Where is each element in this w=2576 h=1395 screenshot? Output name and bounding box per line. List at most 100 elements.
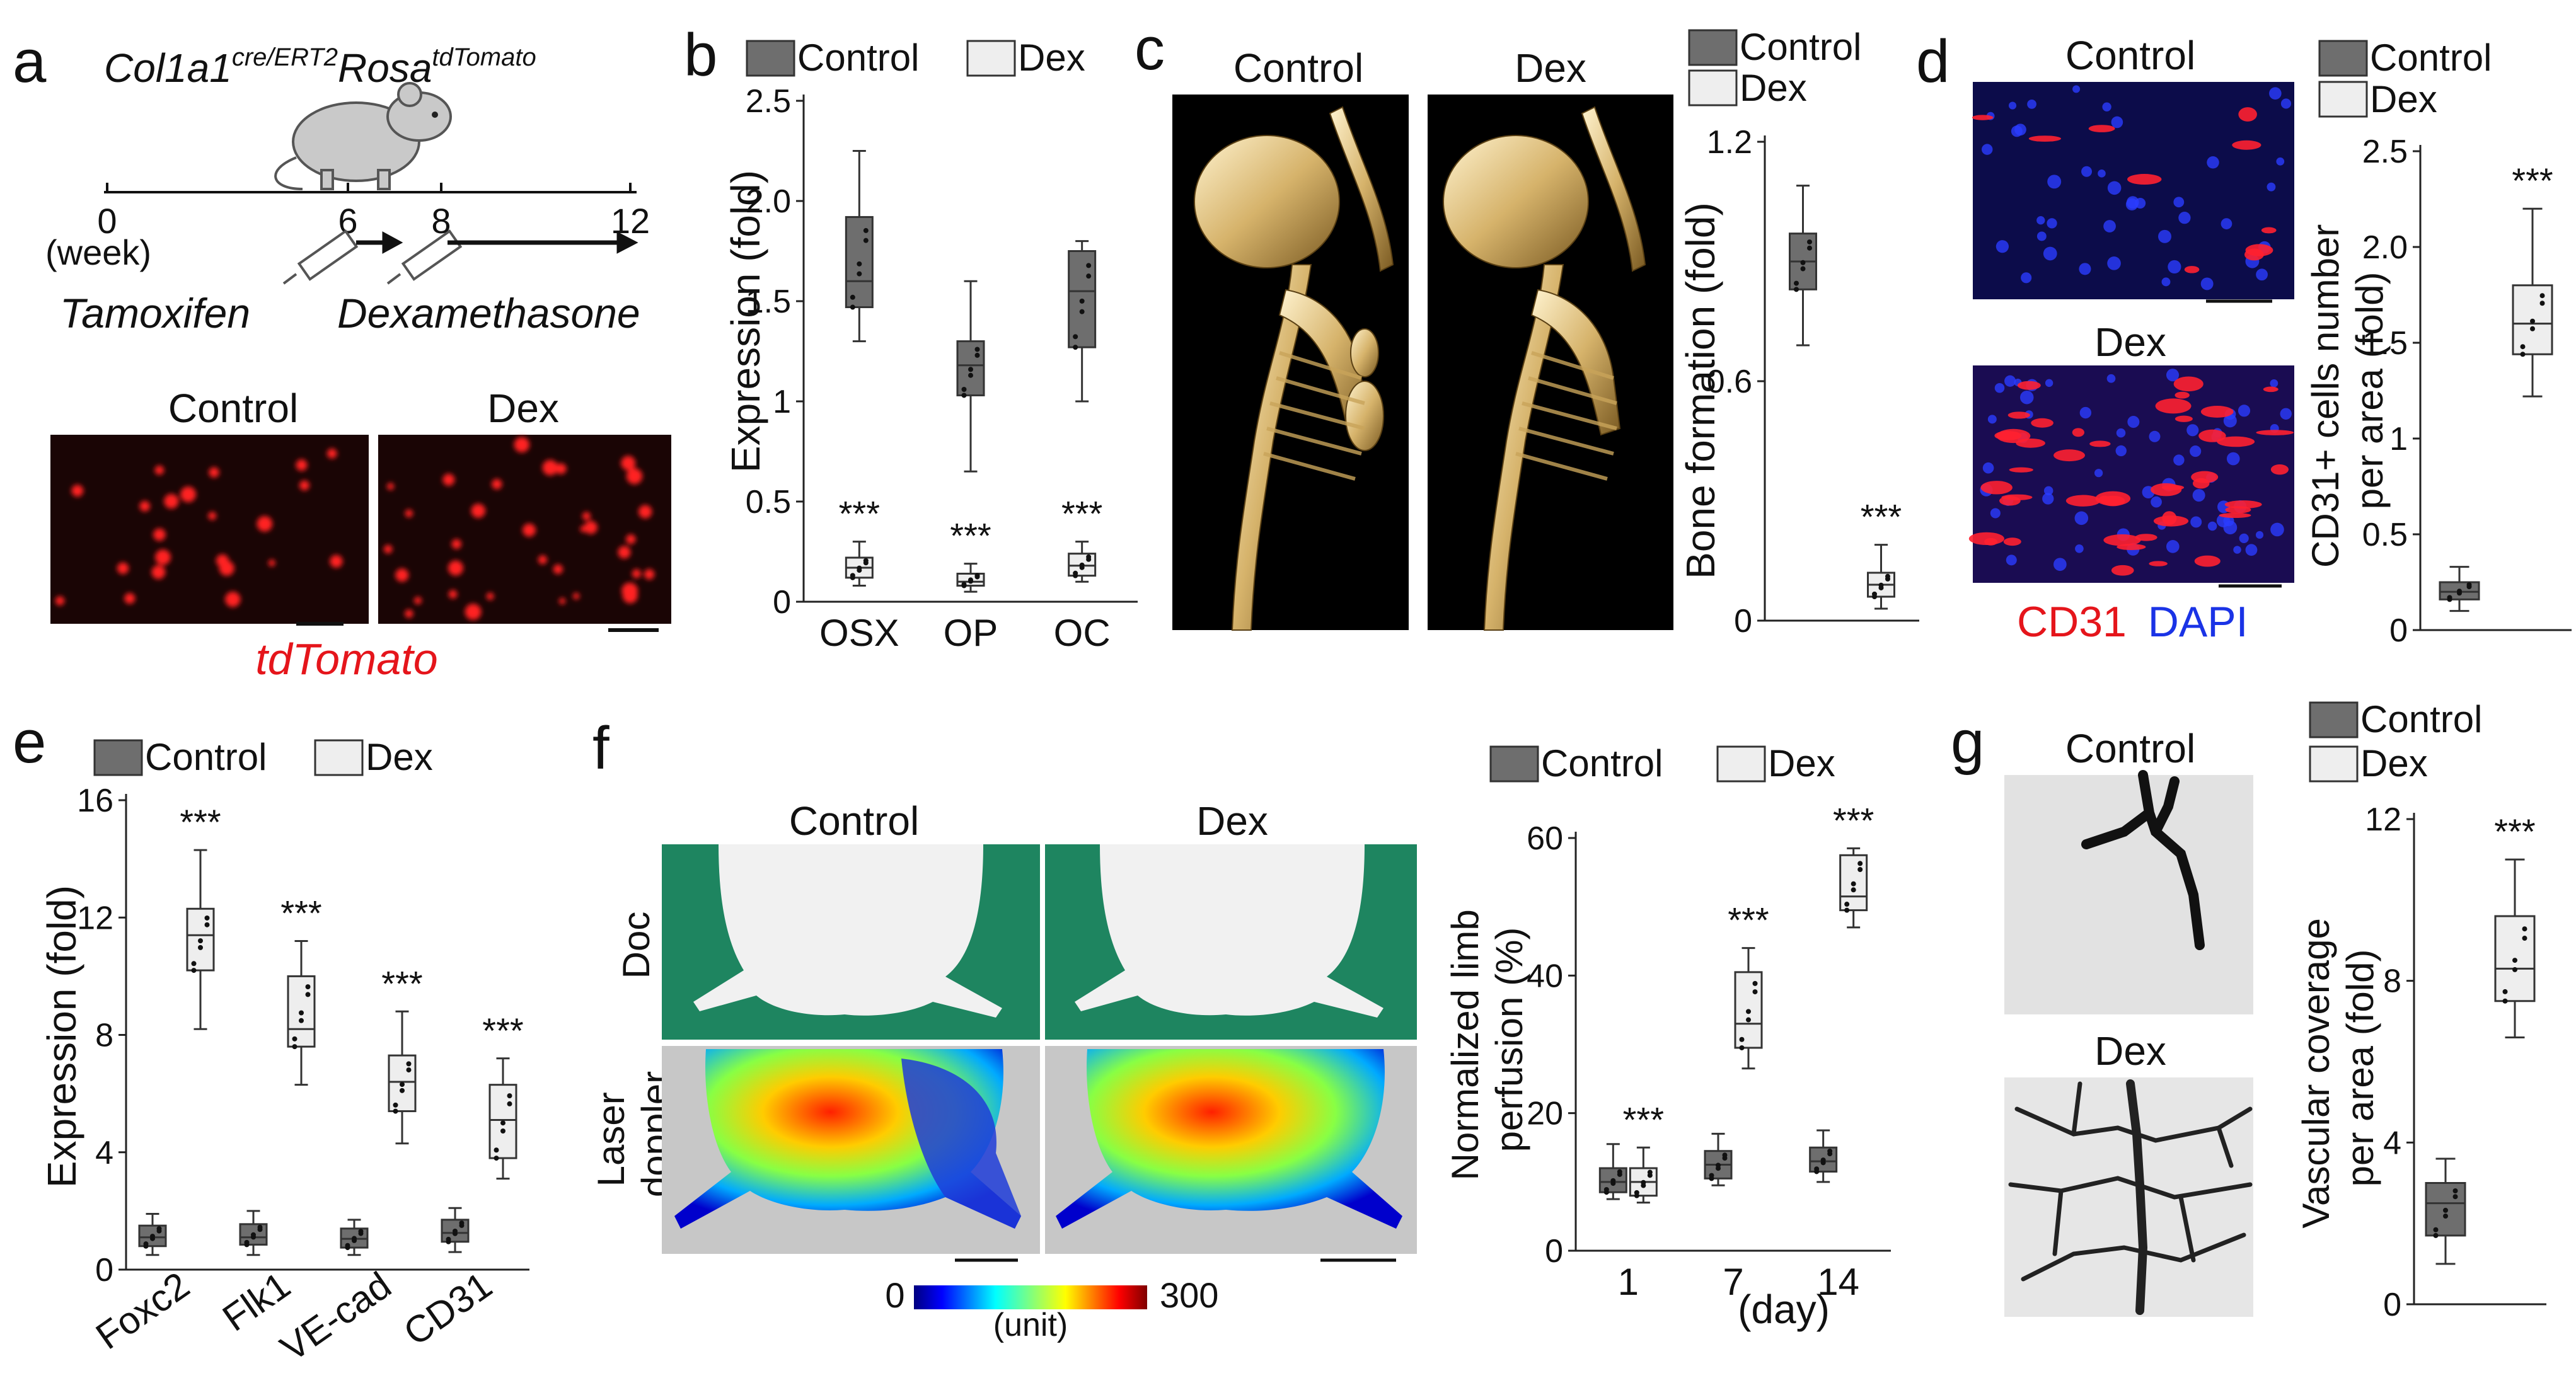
data-point (292, 1044, 297, 1050)
arrow-icon (356, 231, 638, 254)
cd31-vessel (2149, 561, 2168, 566)
dapi-nucleus (2079, 406, 2092, 419)
data-point (1079, 562, 1085, 568)
tdtomato-cell (626, 534, 636, 544)
dapi-nucleus (2021, 272, 2032, 284)
data-point (968, 577, 973, 583)
tdtomato-cell (330, 554, 343, 568)
data-point (1603, 1187, 1609, 1193)
colorbar (914, 1285, 1147, 1309)
dapi-nucleus (1990, 508, 2001, 519)
significance-marker: *** (1861, 497, 1902, 537)
dapi-nucleus (2081, 166, 2093, 177)
tdtomato-cell (572, 592, 580, 600)
box-control (845, 215, 874, 309)
y-tick-label: 60 (1527, 820, 1563, 857)
legend-label-control: Control (2360, 698, 2482, 740)
tdtomato-cell (580, 525, 587, 532)
data-point (968, 372, 973, 378)
dapi-nucleus (2053, 558, 2067, 571)
data-point (2447, 595, 2452, 600)
y-tick-label: 12 (77, 900, 113, 936)
dapi-nucleus (2107, 181, 2122, 195)
x-tick-label: 14 (1817, 1261, 1859, 1303)
legend-label-dex: Dex (2360, 742, 2428, 784)
dapi-nucleus (2047, 175, 2062, 189)
dapi-nucleus (2270, 379, 2279, 388)
tdtomato-cell (154, 465, 165, 475)
dapi-nucleus (2192, 489, 2205, 502)
y-tick-label: 2.5 (2362, 134, 2408, 170)
y-tick-label: 4 (2383, 1125, 2401, 1161)
dapi-nucleus (1987, 415, 1997, 424)
data-point (1746, 1017, 1751, 1023)
mouse-hindlimb-photo (693, 844, 1383, 1018)
y-tick-label: 12 (2365, 801, 2401, 838)
tdtomato-cell (180, 486, 197, 503)
data-point (459, 1220, 465, 1226)
rib-cage (1263, 351, 1617, 481)
data-point (494, 1147, 499, 1153)
tdtomato-cell (486, 592, 494, 600)
data-point (850, 304, 855, 310)
data-point (2522, 926, 2527, 932)
data-point (1634, 1190, 1639, 1195)
cd31-vessel (2016, 438, 2045, 448)
dapi-nucleus (2006, 554, 2017, 566)
data-point (857, 261, 862, 267)
data-point (2443, 1207, 2448, 1213)
data-point (2433, 1232, 2439, 1238)
cd31-vessel (2184, 266, 2200, 273)
significance-marker: *** (2494, 812, 2535, 851)
y-tick-label: 0.6 (1707, 364, 1752, 400)
tdtomato-cell (471, 503, 486, 519)
dapi-nucleus (2186, 424, 2199, 437)
tdtomato-cell (621, 456, 636, 471)
dapi-nucleus (2173, 454, 2185, 466)
cd31-vessel (2155, 398, 2192, 414)
cd31-vessel (2261, 227, 2277, 234)
data-point (500, 1120, 505, 1126)
row-label-doc: Doc (615, 912, 657, 979)
data-point (974, 573, 980, 578)
data-point (968, 367, 973, 372)
data-point (358, 1229, 364, 1234)
y-tick-label: 16 (77, 783, 113, 819)
panel-f: Control Dex Doc Laser doppler 0 300 (uni… (590, 742, 1891, 1343)
cd31-vessel (2017, 381, 2041, 390)
significance-marker: *** (1833, 800, 1874, 840)
dapi-nucleus (2043, 246, 2057, 261)
dapi-nucleus (2256, 268, 2268, 281)
vessel-network (2008, 1079, 2253, 1315)
tdtomato-cell (644, 569, 655, 580)
data-point (406, 1067, 412, 1073)
data-point (198, 938, 203, 944)
cd31-staining (1968, 85, 2294, 576)
legend-label-dex: Dex (366, 736, 433, 778)
low-perfusion-region (901, 1059, 1021, 1229)
timeline-unit: (week) (45, 233, 151, 272)
dapi-nucleus (2103, 220, 2116, 233)
y-tick-label: 1.5 (2362, 325, 2408, 362)
data-point (1709, 1173, 1714, 1178)
cd31-vessel (2256, 430, 2294, 435)
dapi-nucleus (2008, 101, 2017, 110)
tdtomato-cell (268, 560, 275, 566)
legend-label-control: Control (2370, 37, 2492, 79)
data-point (2443, 1214, 2448, 1219)
cd31-vessel (2103, 534, 2141, 546)
chart-g: 0 4 8 12 *** (2365, 801, 2546, 1323)
data-point (198, 944, 203, 950)
drug-tamoxifen: Tamoxifen (60, 290, 250, 336)
data-point (1885, 573, 1890, 579)
dapi-nucleus (2072, 85, 2081, 93)
dapi-nucleus (2036, 231, 2047, 241)
stain-label: CD31 DAPI (2017, 598, 2248, 646)
y-tick-label: 8 (2383, 963, 2401, 1000)
data-point (1086, 554, 1092, 560)
y-tick-label: 1.2 (1707, 124, 1752, 161)
data-point (1086, 273, 1092, 279)
data-point (393, 1102, 398, 1108)
significance-marker: *** (950, 516, 991, 556)
dapi-nucleus (2079, 263, 2091, 275)
